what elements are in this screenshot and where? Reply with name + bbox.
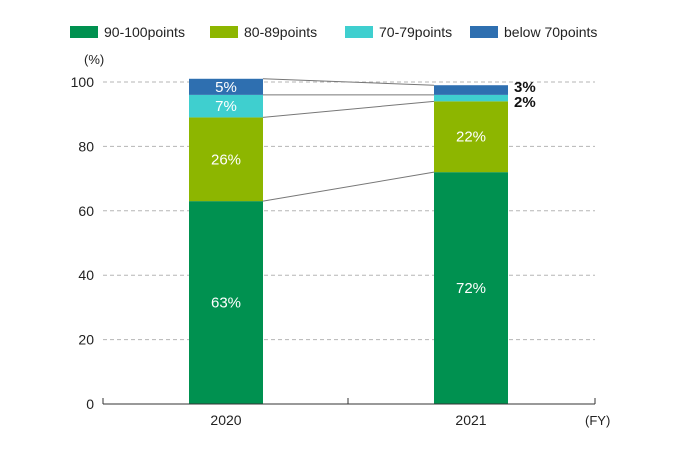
- y-tick-label-60: 60: [78, 203, 94, 219]
- data-label-2020-0: 63%: [211, 295, 241, 312]
- bars: [189, 78, 508, 404]
- legend-label-1: 80-89points: [244, 24, 317, 40]
- y-tick-label-20: 20: [78, 332, 94, 348]
- data-label-2021-0: 72%: [456, 280, 486, 297]
- legend-label-2: 70-79points: [379, 24, 452, 40]
- connector-line-1: [262, 100, 435, 118]
- y-tick-label-0: 0: [86, 396, 94, 412]
- bar-2020-90-100points: [189, 201, 263, 404]
- bar-2020-80-89points: [189, 117, 263, 202]
- x-tick-label-2020: 2020: [210, 412, 241, 428]
- bar-2021-80-89points: [434, 101, 508, 173]
- data-labels: 63% 26% 7% 5% 72% 22% 2%3%: [211, 79, 536, 312]
- connector-line-0: [262, 171, 435, 202]
- data-label-2020-1: 26%: [211, 151, 241, 168]
- legend-label-3: below 70points: [504, 24, 597, 40]
- data-label-2021-2: 2%: [514, 94, 536, 111]
- data-label-2020-3: 5%: [215, 79, 237, 96]
- bar-2021-below 70points: [434, 85, 508, 95]
- bar-2020-70-79points: [189, 94, 263, 118]
- y-tick-label-80: 80: [78, 138, 94, 154]
- y-tick-label-40: 40: [78, 267, 94, 283]
- connector-line-3: [262, 78, 435, 86]
- bar-2021-90-100points: [434, 172, 508, 404]
- grid-lines: [103, 81, 595, 341]
- bar-2021-70-79points: [434, 94, 508, 102]
- legend: 90-100points 80-89points 70-79points below …: [70, 24, 597, 40]
- legend-swatch-3: [470, 26, 498, 38]
- legend-label-0: 90-100points: [104, 24, 185, 40]
- y-unit-label: (%): [84, 52, 104, 67]
- data-label-2020-2: 7%: [215, 98, 237, 115]
- bar-2020-below 70points: [189, 78, 263, 95]
- y-tick-label-100: 100: [71, 74, 95, 90]
- connector-lines: [262, 78, 435, 202]
- axes: (%) 0 20 40 60 80 100 2020 2021 (FY): [71, 52, 611, 428]
- x-tick-label-2021: 2021: [455, 412, 486, 428]
- legend-swatch-1: [210, 26, 238, 38]
- data-label-2021-3: 3%: [514, 79, 536, 96]
- x-unit-label: (FY): [585, 413, 610, 428]
- data-label-2021-1: 22%: [456, 129, 486, 146]
- legend-swatch-0: [70, 26, 98, 38]
- legend-swatch-2: [345, 26, 373, 38]
